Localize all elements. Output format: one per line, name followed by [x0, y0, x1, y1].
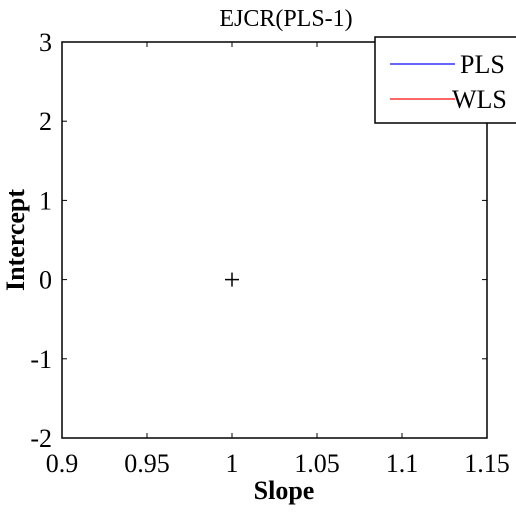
legend: PLS WLS	[374, 36, 516, 124]
x-tick-label: 1.15	[464, 449, 510, 478]
legend-box	[374, 36, 516, 124]
y-tick-label: -1	[30, 345, 52, 374]
x-tick-label: 1.1	[386, 449, 419, 478]
x-tick-label: 0.95	[124, 449, 170, 478]
y-tick-label: 1	[39, 186, 52, 215]
y-tick-label: 2	[39, 107, 52, 136]
chart-title: EJCR(PLS-1)	[219, 6, 352, 32]
x-tick-label: 0.9	[46, 449, 79, 478]
y-tick-label: 3	[39, 28, 52, 57]
x-axis: 0.9 0.95 1 1.05 1.1 1.15	[46, 42, 510, 478]
legend-label-pls: PLS	[460, 50, 505, 79]
y-axis-label: Intercept	[1, 189, 30, 291]
x-tick-label: 1	[226, 449, 239, 478]
marker-layer	[225, 272, 239, 287]
x-tick-label: 1.05	[294, 449, 340, 478]
y-axis: 3 2 1 0 -1 -2	[30, 28, 487, 453]
legend-label-wls: WLS	[452, 85, 507, 114]
y-tick-label: 0	[39, 266, 52, 295]
x-axis-label: Slope	[254, 476, 315, 505]
y-tick-label: -2	[30, 424, 52, 453]
